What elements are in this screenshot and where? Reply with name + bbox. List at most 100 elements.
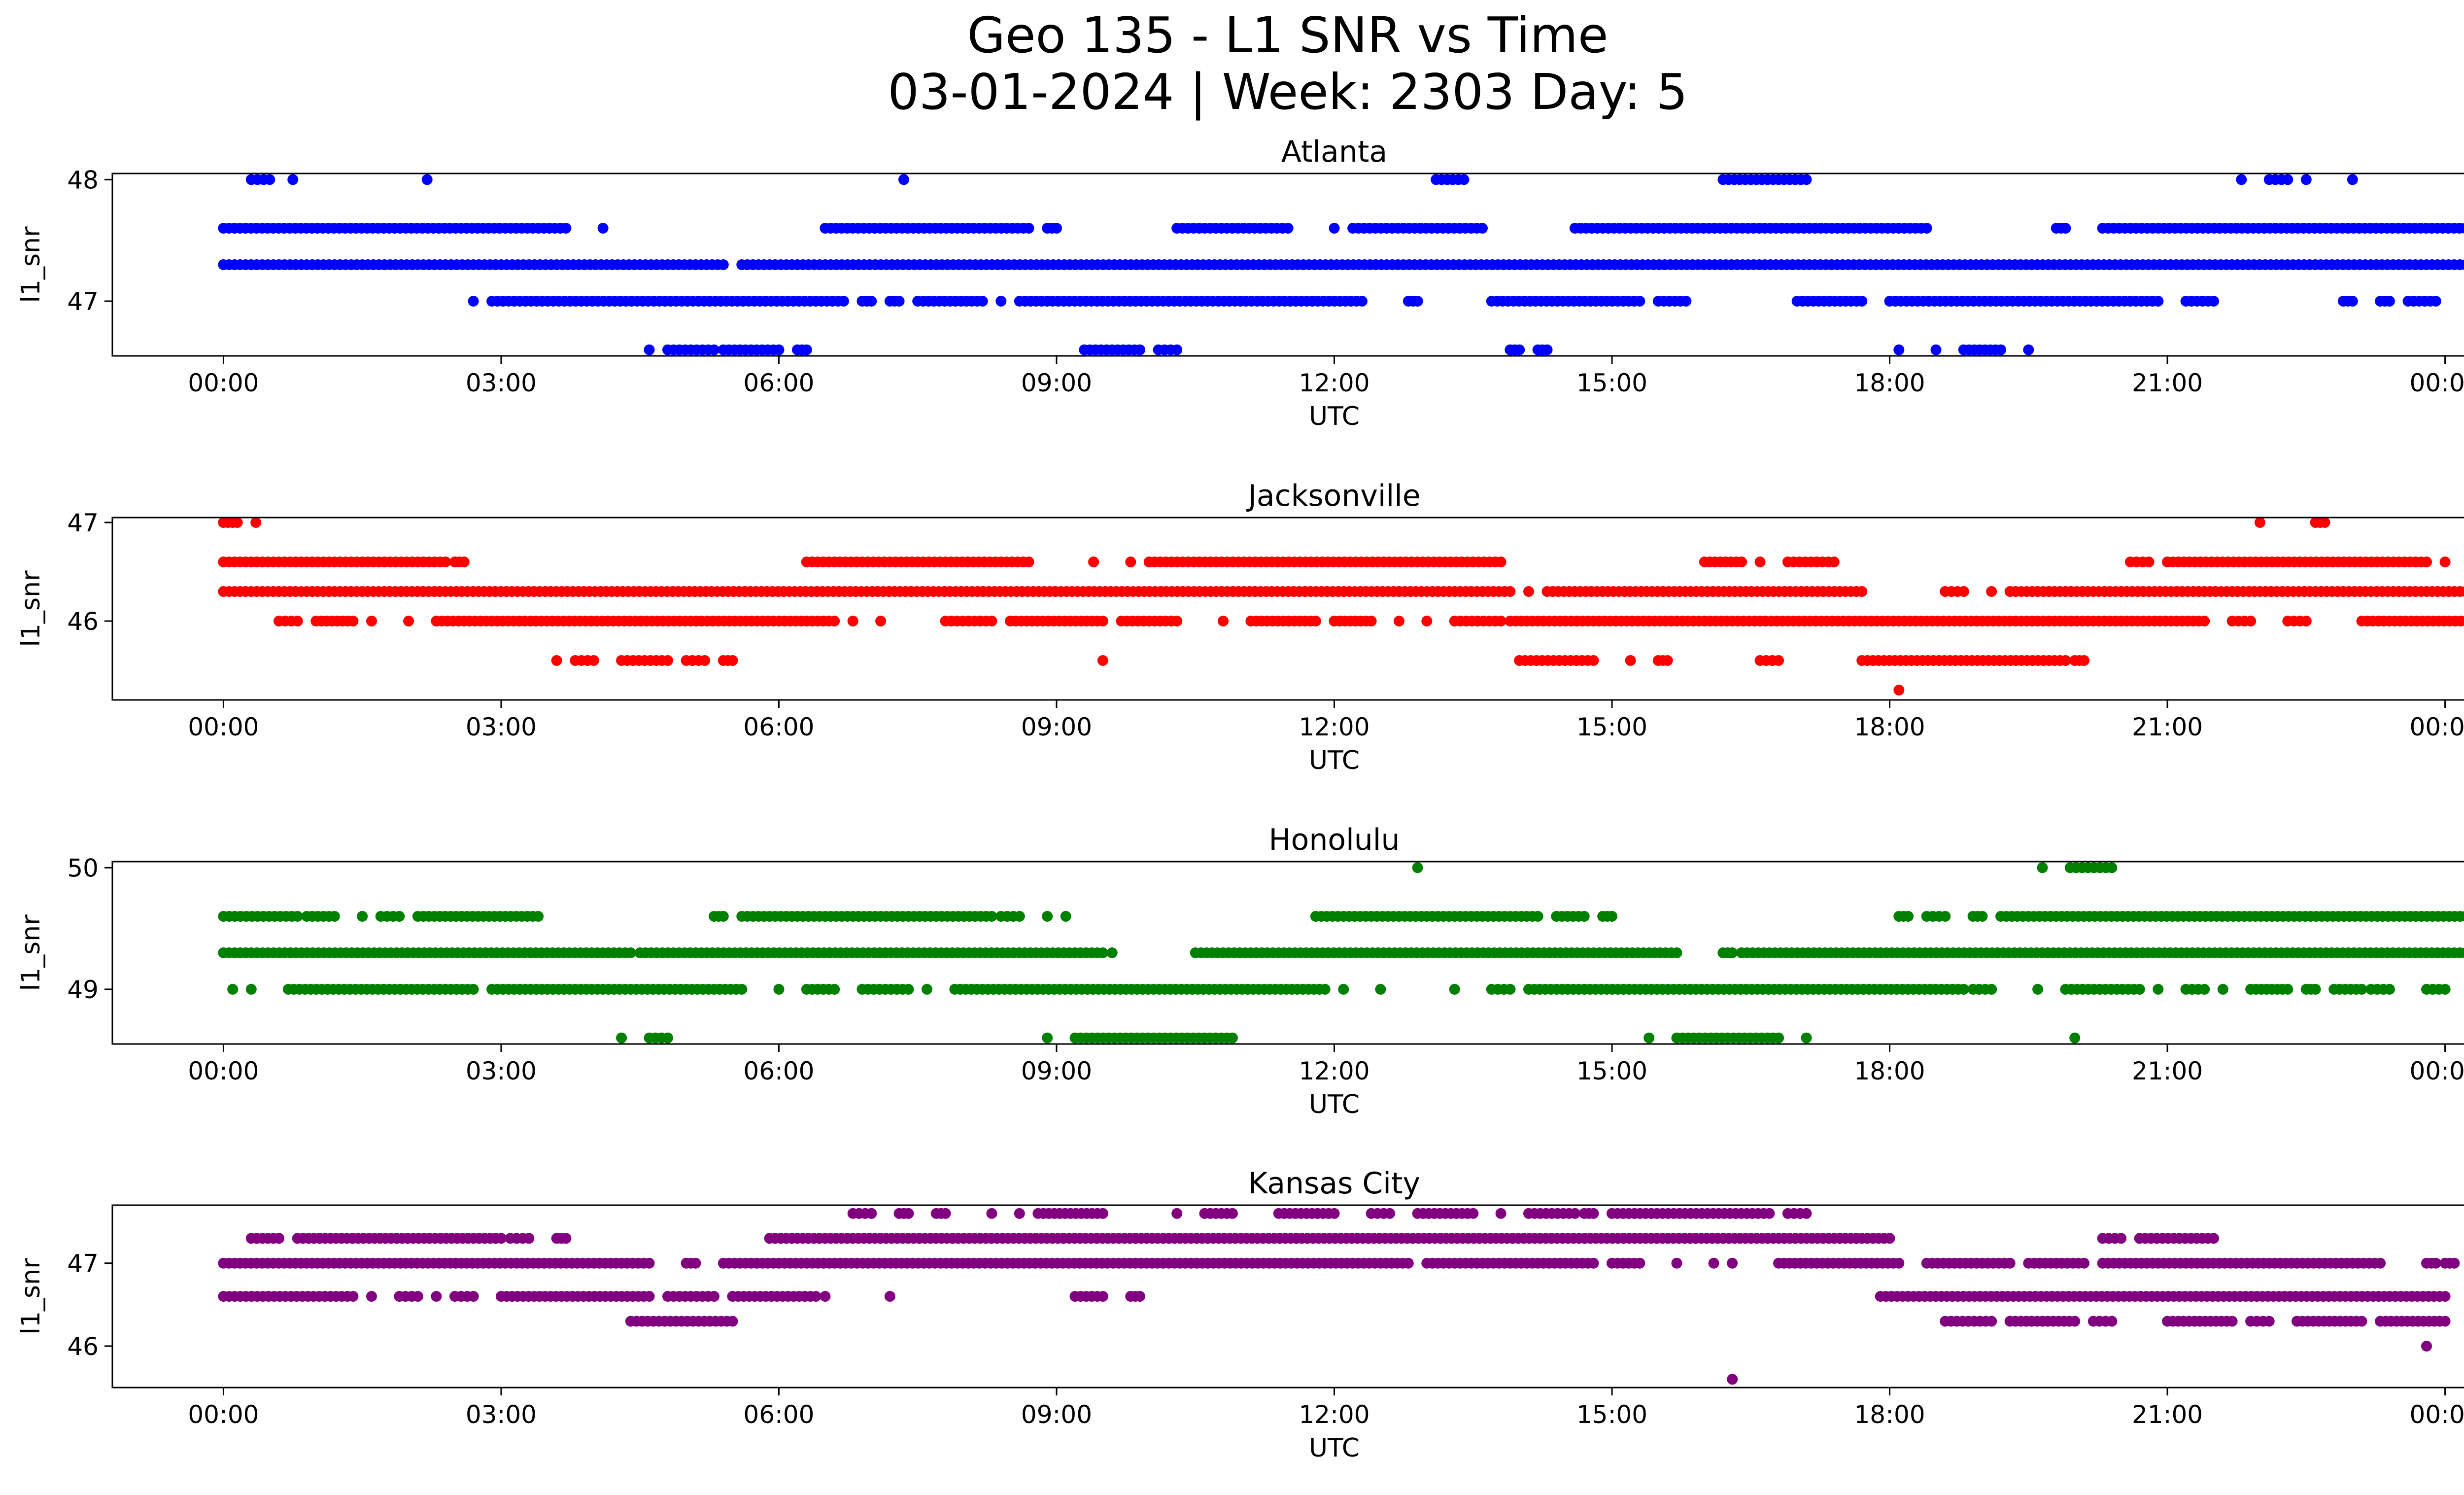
data-point [274, 1233, 285, 1244]
data-point [1680, 296, 1692, 307]
data-point [1773, 655, 1784, 666]
x-tick-label: 12:00 [1299, 369, 1369, 397]
data-point [1532, 911, 1543, 922]
data-point [468, 296, 479, 307]
data-point [2375, 1257, 2386, 1269]
subplot-atlanta: Atlanta 00:00 03:00 06:00 09:00 12:00 15:00 18:… [16, 135, 2464, 431]
data-point [1412, 862, 1423, 873]
x-tick-label: 00:00 [2410, 1400, 2464, 1429]
data-point [773, 344, 785, 355]
data-point [1097, 1208, 1108, 1219]
data-point [2430, 1257, 2441, 1269]
data-point [922, 984, 932, 995]
data-point [2079, 655, 2089, 666]
data-point [1977, 911, 1988, 922]
data-point [468, 984, 479, 995]
data-point [440, 556, 451, 567]
data-point [1356, 296, 1368, 307]
data-point [1634, 296, 1645, 307]
data-point [2116, 1233, 2127, 1244]
data-point [495, 1233, 507, 1244]
data-point [801, 344, 812, 355]
data-point [829, 616, 840, 626]
x-tick-label: 00:00 [2410, 713, 2464, 741]
data-point [1097, 616, 1108, 626]
x-tick-label: 18:00 [1854, 369, 1925, 397]
data-point [690, 1257, 701, 1269]
data-point [986, 911, 997, 922]
data-point [1625, 655, 1636, 666]
data-point [1403, 1257, 1414, 1269]
data-point [709, 1291, 719, 1302]
data-point [1171, 344, 1183, 355]
data-point [1801, 1208, 1812, 1219]
data-point [2439, 1316, 2451, 1327]
data-point [644, 344, 655, 355]
data-point [1097, 947, 1108, 958]
data-point [250, 517, 262, 528]
data-point [1727, 1257, 1738, 1269]
data-point [431, 1291, 442, 1302]
data-point [644, 1291, 655, 1302]
data-point [893, 296, 905, 307]
data-point [366, 1291, 377, 1302]
x-tick-label: 18:00 [1854, 713, 1925, 741]
x-axis-label: UTC [1309, 1433, 1360, 1463]
data-point [2106, 1316, 2118, 1327]
data-point [662, 655, 673, 666]
x-tick-label: 15:00 [1576, 369, 1647, 397]
data-point [718, 259, 729, 270]
data-point [2254, 517, 2265, 528]
data-point [903, 1208, 914, 1219]
x-tick-label: 06:00 [743, 1400, 814, 1429]
data-point [2037, 862, 2048, 873]
x-axis-label: UTC [1309, 746, 1360, 775]
data-point [847, 616, 858, 626]
data-point [347, 616, 359, 626]
data-point [1421, 616, 1433, 626]
x-tick-label: 00:00 [2410, 1057, 2464, 1085]
data-point [1569, 1208, 1580, 1219]
data-point [2430, 296, 2441, 307]
data-point [421, 174, 433, 185]
data-point [1930, 344, 1942, 355]
data-point [2069, 1316, 2081, 1327]
data-point [986, 616, 997, 626]
data-point [2460, 223, 2464, 234]
data-point [2236, 174, 2247, 185]
data-point [820, 1291, 831, 1302]
data-point [2460, 586, 2464, 597]
y-tick-label: 46 [67, 607, 99, 636]
x-tick-label: 03:00 [466, 1057, 537, 1085]
data-point [1884, 1233, 1895, 1244]
data-point [2384, 984, 2395, 995]
data-points [218, 862, 2464, 1043]
data-point [1578, 911, 1590, 922]
data-point [2439, 984, 2451, 995]
y-axis-label: l1_snr [16, 226, 46, 303]
data-point [1014, 911, 1025, 922]
data-point [2356, 984, 2367, 995]
data-point [403, 616, 414, 626]
subplot-jacksonville: Jacksonville 00:00 03:00 06:00 09:00 12:00 15:… [16, 479, 2464, 775]
data-point [1708, 1257, 1719, 1269]
data-point [1523, 586, 1534, 597]
data-point [366, 616, 377, 626]
data-point [1495, 556, 1506, 567]
subplot-kansas-city: Kansas City 00:00 03:00 06:00 09:00 12:00 15:0… [16, 1166, 2464, 1463]
data-point [2143, 556, 2155, 567]
data-points [218, 1208, 2460, 1385]
data-point [227, 984, 239, 995]
y-tick-label: 47 [67, 509, 99, 537]
data-point [718, 911, 729, 922]
data-point [1986, 586, 1997, 597]
data-point [412, 1291, 423, 1302]
data-point [1727, 947, 1738, 958]
data-point [2199, 984, 2210, 995]
y-axis-label: l1_snr [16, 914, 46, 991]
data-point [1282, 223, 1294, 234]
data-point [2004, 1257, 2016, 1269]
data-point [616, 1032, 627, 1043]
data-point [1014, 1208, 1025, 1219]
